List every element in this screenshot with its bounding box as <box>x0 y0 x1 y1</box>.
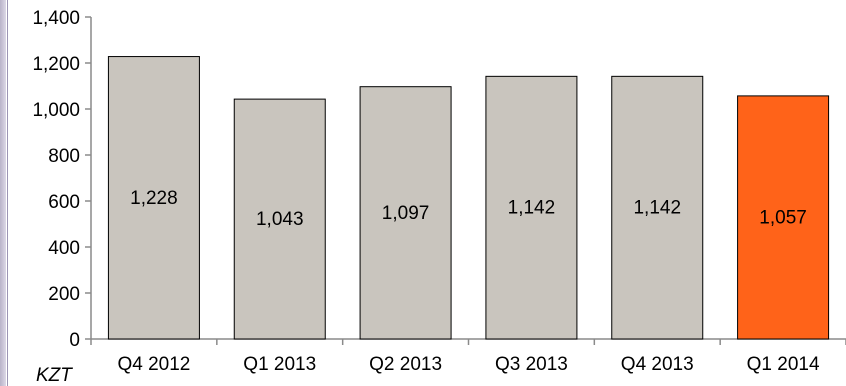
y-tick-label: 800 <box>48 146 80 167</box>
bar <box>233 98 326 340</box>
bar <box>107 56 200 340</box>
x-tick-label: Q1 2014 <box>747 354 820 375</box>
x-tick-label: Q4 2012 <box>117 354 190 375</box>
unit-label: KZT <box>36 365 73 386</box>
x-tick-label: Q3 2013 <box>495 354 568 375</box>
y-axis-ticks: 0 200 400 600 800 1,000 1,200 1,400 <box>32 8 91 351</box>
x-tick-label: Q1 2013 <box>243 354 316 375</box>
y-tick-label: 600 <box>48 192 80 213</box>
x-axis-ticks: Q4 2012 Q1 2013 Q2 2013 Q3 2013 Q4 2013 Q1 20… <box>90 339 846 375</box>
bar-value-label: 1,142 <box>508 198 556 219</box>
x-tick-label: Q2 2013 <box>369 354 442 375</box>
y-tick-label: 0 <box>69 330 80 351</box>
bar-value-label: 1,057 <box>759 207 807 228</box>
x-tick-label: Q4 2013 <box>621 354 694 375</box>
bar <box>611 75 704 340</box>
bar <box>737 95 830 340</box>
left-edge-line <box>7 0 8 386</box>
left-edge-strip <box>0 0 6 386</box>
bar-value-label: 1,228 <box>130 188 178 209</box>
bar <box>485 75 578 340</box>
y-tick-label: 200 <box>48 284 80 305</box>
y-tick-label: 1,200 <box>32 54 80 75</box>
bar-value-label: 1,043 <box>256 209 304 230</box>
bars-group: 1,228 1,043 1,097 1,142 1,142 1,057 <box>107 56 830 340</box>
y-tick-label: 400 <box>48 238 80 259</box>
bar <box>359 86 452 340</box>
bar-value-label: 1,142 <box>633 198 681 219</box>
y-tick-label: 1,000 <box>32 100 80 121</box>
bar-value-label: 1,097 <box>382 203 430 224</box>
y-tick-label: 1,400 <box>32 8 80 29</box>
